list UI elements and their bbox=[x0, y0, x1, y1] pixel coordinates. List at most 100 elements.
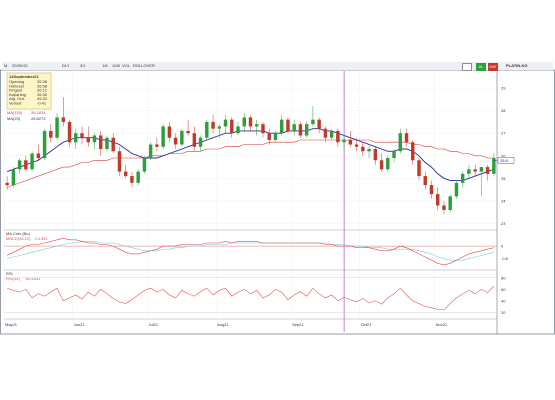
chart-window: 29 28 27 26 25 24 23 May21 Jun21 Jul21 Aug21 Sep21 O… bbox=[0, 60, 555, 342]
chart-toolbar: M 2025V21 DLY 3/1 1/8 10/8 VOL ROLLOVER … bbox=[2, 62, 553, 71]
macd-signal-line bbox=[7, 241, 494, 261]
toolbar-green-button[interactable]: AL bbox=[476, 63, 486, 71]
toolbar-item-1[interactable]: 2025V21 bbox=[12, 63, 29, 68]
candle-down bbox=[348, 139, 353, 145]
candle-down bbox=[117, 151, 122, 172]
candle-up bbox=[454, 182, 459, 197]
macd-line bbox=[6, 237, 494, 266]
candle-down bbox=[123, 171, 128, 177]
ma-short-legend-value: 26.8273 bbox=[31, 116, 46, 121]
ma-short-legend-label: MA(23) bbox=[7, 116, 21, 121]
candle-up bbox=[236, 126, 240, 134]
price-tick-label: 24 bbox=[501, 198, 506, 203]
x-tick-label: Jun21 bbox=[74, 322, 86, 327]
candle-down bbox=[111, 137, 115, 152]
candle-down bbox=[99, 135, 103, 149]
toolbar-item-7[interactable]: ROLLOVER bbox=[133, 63, 155, 68]
info-box-value: -0.41 bbox=[37, 101, 47, 106]
last-price-tag bbox=[497, 157, 515, 164]
candle-up bbox=[223, 119, 228, 127]
x-tick-label: Sep21 bbox=[292, 322, 304, 327]
macd-legend-label: MACD(26,12) bbox=[6, 236, 31, 241]
info-box-label: Hoheest bbox=[9, 83, 25, 88]
candle-down bbox=[298, 124, 303, 136]
chart-border bbox=[0, 69, 555, 335]
candle-up bbox=[92, 135, 97, 143]
candle-up bbox=[311, 119, 315, 125]
candle-up bbox=[198, 137, 203, 147]
ma-long-legend-value: 26.1834 bbox=[31, 110, 46, 115]
rsi-axis-label: 60 bbox=[501, 287, 506, 292]
toolbar-item-0[interactable]: M bbox=[4, 63, 8, 68]
info-box-label: Afg. Ord. bbox=[9, 96, 25, 101]
candle-down bbox=[442, 205, 446, 210]
toolbar-red-button[interactable]: GAT bbox=[488, 63, 498, 71]
info-box-label: Opening bbox=[9, 79, 24, 84]
toolbar-square-button[interactable] bbox=[462, 63, 472, 71]
candle-down bbox=[49, 130, 53, 138]
candle-up bbox=[492, 158, 496, 174]
candle-down bbox=[361, 146, 365, 152]
candle-up bbox=[398, 133, 402, 152]
macd-legend-value: -0.1391 bbox=[34, 236, 48, 241]
rsi-pane-title: RSI bbox=[6, 271, 13, 276]
candle-down bbox=[167, 126, 172, 138]
candle-up bbox=[74, 133, 78, 143]
candle-up bbox=[342, 139, 346, 143]
macd-axis-label: -0.8 bbox=[501, 256, 509, 261]
candle-down bbox=[86, 137, 90, 143]
candle-down bbox=[354, 144, 359, 147]
toolbar-symbol-label: PLATIN-KG bbox=[506, 63, 528, 68]
toolbar-item-5[interactable]: 10/8 bbox=[112, 63, 120, 68]
candle-up bbox=[448, 196, 452, 210]
candle-down bbox=[429, 185, 434, 195]
candle-down bbox=[373, 149, 378, 161]
toolbar-item-4[interactable]: 1/8 bbox=[102, 63, 108, 68]
price-tick-label: 29 bbox=[501, 86, 506, 91]
toolbar-item-6[interactable]: VOL bbox=[122, 63, 131, 68]
candle-down bbox=[379, 160, 384, 170]
candle-up bbox=[148, 144, 153, 159]
info-box-label: Kapaning bbox=[9, 92, 26, 97]
candle-up bbox=[55, 117, 59, 138]
rsi-legend-value: 60.2431 bbox=[26, 276, 41, 281]
rsi-axis-label: 80 bbox=[501, 275, 506, 280]
candle-down bbox=[36, 153, 41, 159]
info-box-label: Verlust bbox=[9, 101, 22, 106]
candle-up bbox=[304, 124, 309, 136]
candle-down bbox=[435, 194, 440, 206]
candle-down bbox=[323, 128, 328, 138]
candle-down bbox=[317, 119, 321, 129]
x-tick-label: Jul21 bbox=[149, 322, 159, 327]
candle-up bbox=[392, 151, 396, 159]
chart-canvas[interactable]: 29 28 27 26 25 24 23 May21 Jun21 Jul21 Aug21 Sep21 O… bbox=[0, 60, 555, 342]
candle-down bbox=[61, 117, 66, 122]
info-box-value: 26.38 bbox=[37, 79, 48, 84]
candle-down bbox=[423, 176, 427, 186]
candle-down bbox=[485, 167, 490, 174]
candle-up bbox=[180, 130, 184, 145]
info-box-value: 26.12 bbox=[37, 88, 48, 93]
candle-down bbox=[186, 130, 190, 134]
price-tick-label: 26 bbox=[501, 153, 506, 158]
info-box-label: Fingest bbox=[9, 88, 23, 93]
candle-up bbox=[11, 169, 16, 186]
candle-down bbox=[192, 133, 197, 147]
candle-up bbox=[161, 126, 165, 147]
candle-up bbox=[217, 126, 222, 129]
toolbar-item-2[interactable]: DLY bbox=[62, 63, 70, 68]
ohlc-info-box bbox=[6, 72, 52, 110]
candle-down bbox=[5, 182, 9, 186]
candle-down bbox=[336, 130, 340, 143]
candle-up bbox=[30, 153, 34, 170]
candle-down bbox=[248, 117, 253, 127]
candle-down bbox=[261, 124, 265, 134]
candle-down bbox=[80, 133, 84, 138]
candle-up bbox=[205, 121, 209, 138]
candle-down bbox=[267, 133, 271, 140]
macd-axis-label: 0 bbox=[501, 244, 504, 249]
toolbar-item-3[interactable]: 3/1 bbox=[80, 63, 86, 68]
price-tick-label: 27 bbox=[501, 131, 506, 136]
candle-down bbox=[286, 119, 290, 131]
candle-up bbox=[105, 137, 109, 149]
